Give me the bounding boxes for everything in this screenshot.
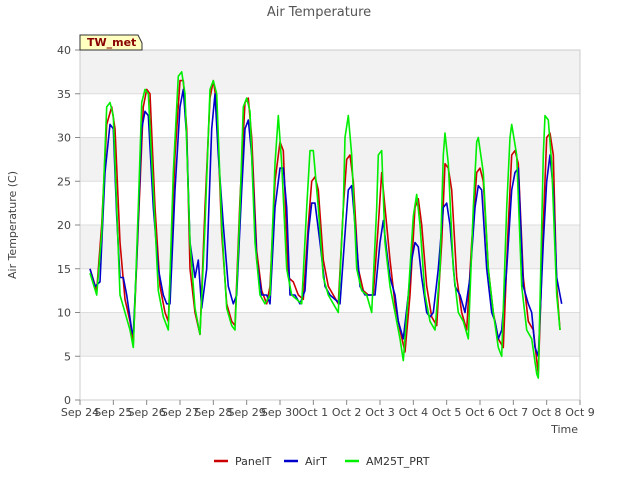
legend: PanelT AirT AM25T_PRT xyxy=(214,455,430,468)
x-tick-label: Sep 29 xyxy=(228,406,266,419)
background-band xyxy=(80,137,580,182)
y-tick-label: 0 xyxy=(64,394,71,407)
y-tick-label: 30 xyxy=(57,132,71,145)
x-tick-label: Oct 7 xyxy=(499,406,529,419)
x-tick-label: Oct 3 xyxy=(365,406,395,419)
x-tick-label: Sep 30 xyxy=(261,406,299,419)
legend-label-airt: AirT xyxy=(305,455,327,468)
y-tick-label: 15 xyxy=(57,263,71,276)
y-tick-label: 40 xyxy=(57,44,71,57)
x-tick-label: Sep 25 xyxy=(94,406,132,419)
x-tick-label: Sep 24 xyxy=(61,406,99,419)
y-tick-label: 20 xyxy=(57,219,71,232)
x-tick-label: Oct 9 xyxy=(565,406,595,419)
plot-background xyxy=(80,50,580,400)
background-band xyxy=(80,356,580,400)
legend-label-panelt: PanelT xyxy=(235,455,272,468)
y-tick-label: 35 xyxy=(57,88,71,101)
x-tick-label: Oct 6 xyxy=(465,406,495,419)
legend-label-am25t-prt: AM25T_PRT xyxy=(366,455,430,468)
y-tick-label: 10 xyxy=(57,307,71,320)
background-band xyxy=(80,181,580,225)
y-tick-label: 25 xyxy=(57,175,71,188)
series-lines xyxy=(89,71,563,379)
y-axis-label: Air Temperature (C) xyxy=(6,171,19,279)
y-axis: 0 5 10 15 20 25 30 35 40 xyxy=(57,44,80,407)
series-line-am25t-prt xyxy=(89,71,561,379)
background-band xyxy=(80,50,580,94)
y-tick-label: 5 xyxy=(64,350,71,363)
tw-met-label-box xyxy=(79,34,143,51)
x-tick-label: Oct 5 xyxy=(432,406,462,419)
x-tick-label: Oct 2 xyxy=(332,406,362,419)
x-tick-label: Sep 28 xyxy=(194,406,232,419)
chart-title: Air Temperature xyxy=(267,5,371,20)
background-band xyxy=(80,93,580,138)
x-tick-label: Oct 4 xyxy=(399,406,429,419)
x-axis-label: Time xyxy=(550,423,578,436)
x-tick-label: Oct 1 xyxy=(299,406,329,419)
x-tick-label: Sep 26 xyxy=(128,406,166,419)
background-band xyxy=(80,225,580,269)
x-tick-label: Oct 8 xyxy=(532,406,562,419)
tw-met-label-text: TW_met xyxy=(87,36,136,49)
x-tick-label: Sep 27 xyxy=(161,406,199,419)
tw-met-label: TW_met xyxy=(79,34,143,51)
